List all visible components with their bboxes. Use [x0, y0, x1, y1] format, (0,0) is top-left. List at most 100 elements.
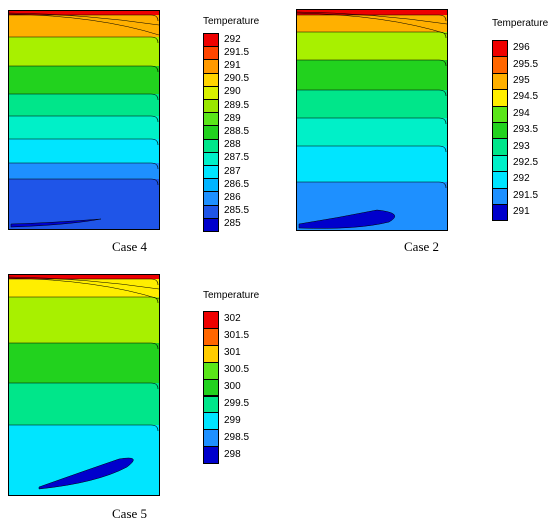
legend-tick-label: 291 — [224, 60, 241, 71]
legend-tick-label: 300 — [224, 381, 241, 393]
legend-swatch — [203, 151, 219, 166]
contour-band — [9, 94, 159, 117]
contour-band — [297, 32, 447, 61]
contour-band — [297, 118, 447, 147]
legend-tick-label: 290 — [224, 86, 241, 98]
legend-swatch — [203, 85, 219, 100]
legend-swatch — [203, 178, 219, 193]
isotherm-line — [9, 93, 159, 101]
legend-swatch — [203, 33, 219, 48]
legend-swatch — [203, 395, 219, 414]
legend-swatch — [203, 191, 219, 206]
contour-band — [297, 146, 447, 183]
contour-band — [9, 163, 159, 180]
legend-swatch — [203, 204, 219, 219]
isotherm-line — [9, 12, 159, 26]
legend-swatch — [203, 412, 219, 431]
legend-swatch — [492, 138, 508, 156]
isotherm-line — [9, 65, 159, 73]
isotherm-line — [9, 138, 159, 146]
legend-swatch — [492, 154, 508, 173]
legend-tick-label: 287 — [224, 165, 241, 177]
contour-band — [297, 10, 447, 16]
contour-band — [297, 15, 447, 33]
caption-case4: Case 4 — [112, 239, 148, 254]
legend-tick-label: 293 — [513, 140, 530, 152]
isotherm-line — [9, 115, 159, 123]
legend-swatch — [203, 217, 219, 232]
legend-swatch — [492, 105, 508, 123]
legend-tick-label: 292 — [513, 173, 530, 185]
legend-swatch — [492, 122, 508, 140]
isotherm-line — [9, 424, 159, 432]
legend-swatch — [203, 361, 219, 380]
legend-tick-label: 299.5 — [224, 397, 250, 409]
legend-title-case2: Temperature — [492, 18, 549, 29]
legend-swatch — [203, 446, 219, 465]
legend-tick-label: 289.5 — [224, 99, 250, 111]
isotherm-line — [297, 11, 447, 25]
isotherm-line — [297, 14, 447, 22]
legend-tick-label: 290.5 — [224, 73, 250, 85]
isotherm-line — [297, 181, 447, 189]
legend-tick-label: 286.5 — [224, 178, 250, 190]
legend-tick-label: 285 — [224, 218, 241, 230]
legend-swatch — [203, 165, 219, 180]
temperature-contour-case5 — [8, 274, 160, 496]
legend-tick-label: 291.5 — [513, 189, 539, 201]
legend-swatch — [492, 56, 508, 74]
isotherm-line — [297, 117, 447, 125]
legend-swatch — [203, 112, 219, 127]
legend-tick-label: 298.5 — [224, 431, 250, 443]
contour-band — [9, 279, 159, 298]
legend-swatch — [492, 204, 508, 222]
contour-band — [9, 425, 159, 495]
legend-swatch — [203, 327, 219, 346]
legend-tick-label: 289 — [224, 112, 241, 124]
legend-swatch — [203, 311, 219, 329]
contour-band — [297, 90, 447, 119]
legend-tick-label: 293.5 — [513, 124, 539, 136]
legend-swatch — [203, 125, 219, 140]
legend-tick-label: 292.5 — [513, 157, 539, 168]
legend-swatch — [203, 46, 219, 61]
isotherm-line — [297, 59, 447, 67]
legend-tick-label: 301 — [224, 347, 241, 359]
contour-band — [9, 15, 159, 38]
isotherm-line — [9, 14, 159, 22]
legend-tick-label: 292 — [224, 33, 241, 45]
isotherm-line — [297, 145, 447, 153]
temperature-contour-case4 — [8, 10, 160, 230]
contour-band — [9, 66, 159, 95]
temperature-contour-case2 — [296, 9, 448, 231]
legend-swatch — [203, 138, 219, 153]
legend-swatch — [492, 40, 508, 58]
legend-swatch — [203, 378, 219, 397]
legend-tick-label: 285.5 — [224, 205, 250, 217]
isotherm-line — [9, 277, 159, 300]
contour-band — [9, 11, 159, 16]
legend-tick-label: 300.5 — [224, 364, 250, 376]
legend-swatch — [492, 89, 508, 107]
isotherm-line — [297, 89, 447, 97]
contour-band — [9, 297, 159, 344]
legend-tick-label: 287.5 — [224, 152, 250, 164]
cold-plume — [38, 457, 134, 490]
isotherm-line — [9, 162, 159, 170]
legend-tick-label: 302 — [224, 313, 241, 325]
legend-swatch — [492, 72, 508, 91]
legend-tick-label: 291.5 — [224, 46, 250, 58]
legend-swatch — [492, 187, 508, 205]
contour-band — [297, 60, 447, 91]
legend-tick-label: 294 — [513, 107, 530, 119]
isotherm-line — [9, 36, 159, 44]
legend-tick-label: 288 — [224, 139, 241, 151]
legend-tick-label: 296 — [513, 42, 530, 54]
legend-tick-label: 295.5 — [513, 58, 539, 70]
isotherm-line — [9, 342, 159, 350]
caption-case5: Case 5 — [112, 506, 148, 521]
isotherm-line — [297, 12, 447, 35]
isotherm-line — [9, 13, 159, 36]
caption-case2: Case 2 — [404, 239, 440, 254]
cold-plume — [10, 218, 102, 228]
